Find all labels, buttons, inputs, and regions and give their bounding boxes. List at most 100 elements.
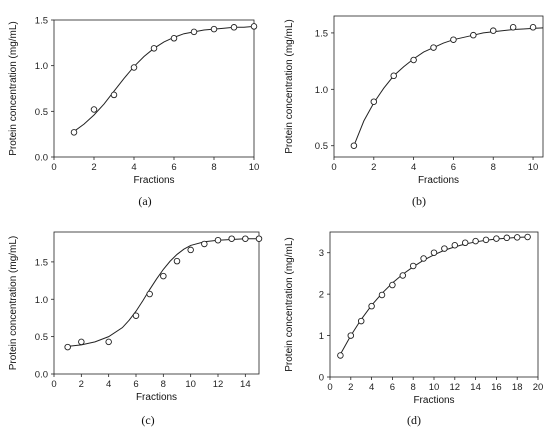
data-point bbox=[482, 236, 490, 244]
x-tick-label: 8 bbox=[211, 162, 216, 173]
data-point bbox=[130, 64, 138, 71]
x-axis-label: Fractions bbox=[133, 175, 174, 186]
x-tick-label: 0 bbox=[51, 379, 56, 390]
x-axis-label: Fractions bbox=[413, 395, 454, 406]
data-point bbox=[347, 332, 355, 339]
x-tick-label: 10 bbox=[249, 162, 260, 173]
plot-frame bbox=[333, 15, 544, 158]
y-tick-label: 0.0 bbox=[35, 370, 48, 381]
data-point bbox=[214, 236, 222, 244]
data-point bbox=[150, 45, 158, 52]
y-tick-label: 1.0 bbox=[315, 85, 328, 96]
panel-caption: (b) bbox=[412, 194, 426, 208]
data-point bbox=[370, 98, 378, 105]
data-point bbox=[357, 317, 365, 325]
x-tick-label: 10 bbox=[185, 379, 196, 390]
x-axis-label: Fractions bbox=[418, 175, 459, 186]
data-point bbox=[146, 290, 153, 298]
data-point bbox=[242, 235, 249, 242]
data-point bbox=[250, 23, 258, 30]
y-tick-label: 0 bbox=[319, 373, 324, 384]
x-tick-label: 8 bbox=[411, 382, 416, 393]
y-tick-label: 0.5 bbox=[315, 141, 328, 152]
x-tick-label: 12 bbox=[213, 379, 224, 390]
data-point bbox=[255, 235, 263, 242]
y-axis-label: Protein concentration (mg/mL) bbox=[284, 237, 295, 372]
data-point bbox=[190, 28, 198, 36]
x-tick-label: 0 bbox=[331, 162, 336, 173]
data-point bbox=[210, 25, 218, 33]
data-point bbox=[509, 24, 517, 31]
panel-caption: (a) bbox=[138, 194, 151, 208]
x-tick-label: 2 bbox=[79, 379, 84, 390]
x-tick-label: 10 bbox=[528, 162, 539, 173]
panel-caption: (c) bbox=[141, 413, 154, 427]
x-tick-label: 4 bbox=[106, 379, 111, 390]
x-tick-label: 2 bbox=[371, 162, 376, 173]
y-tick-label: 1.5 bbox=[35, 257, 48, 268]
panel-caption: (d) bbox=[407, 413, 421, 427]
data-point bbox=[170, 35, 178, 42]
fit-curve bbox=[67, 238, 259, 347]
data-point bbox=[493, 235, 500, 242]
data-point bbox=[503, 234, 511, 242]
data-point bbox=[441, 245, 448, 252]
x-tick-label: 2 bbox=[91, 162, 96, 173]
y-tick-label: 1.5 bbox=[35, 16, 48, 27]
x-tick-label: 4 bbox=[131, 162, 136, 173]
y-tick-label: 1.0 bbox=[35, 61, 48, 72]
chart-panel-c: 0 2 4 6 8 10 12 14 0.0 0.5 1.0 1.5 Fractions Protein … bbox=[8, 231, 263, 427]
y-tick-label: 1.0 bbox=[35, 295, 48, 306]
data-point bbox=[472, 237, 479, 245]
data-point bbox=[430, 44, 437, 51]
data-point bbox=[524, 233, 531, 241]
data-point bbox=[451, 242, 459, 249]
fit-curve bbox=[353, 27, 544, 146]
y-tick-label: 0.5 bbox=[35, 332, 48, 343]
data-point bbox=[187, 246, 194, 254]
x-tick-label: 0 bbox=[327, 382, 332, 393]
y-tick-label: 0.5 bbox=[35, 107, 48, 118]
data-point bbox=[390, 72, 397, 80]
x-tick-label: 12 bbox=[450, 382, 461, 393]
x-tick-label: 14 bbox=[240, 379, 251, 390]
y-tick-label: 1.5 bbox=[315, 28, 328, 39]
data-point bbox=[461, 239, 469, 247]
chart-panel-a: 0 2 4 6 8 10 0.0 0.5 1.0 1.5 Fractions Protein conc… bbox=[8, 16, 259, 209]
x-tick-label: 4 bbox=[411, 162, 416, 173]
data-point bbox=[228, 235, 235, 242]
data-point bbox=[70, 129, 78, 136]
data-point bbox=[389, 281, 396, 289]
data-point bbox=[350, 142, 358, 149]
x-tick-label: 8 bbox=[161, 379, 166, 390]
data-point bbox=[132, 312, 140, 319]
data-point bbox=[64, 343, 71, 351]
x-tick-label: 8 bbox=[491, 162, 496, 173]
data-point bbox=[105, 338, 112, 346]
data-point bbox=[160, 272, 167, 280]
x-tick-label: 14 bbox=[470, 382, 481, 393]
x-tick-label: 2 bbox=[348, 382, 353, 393]
y-tick-label: 2 bbox=[319, 290, 324, 301]
data-point bbox=[529, 24, 537, 31]
data-point bbox=[450, 36, 457, 43]
data-point bbox=[378, 291, 386, 299]
data-point bbox=[420, 255, 427, 262]
data-point bbox=[337, 352, 344, 359]
x-tick-label: 0 bbox=[51, 162, 56, 173]
x-tick-label: 20 bbox=[533, 382, 544, 393]
chart-panel-b: 0 2 4 6 8 10 0.5 1.0 1.5 Fractions Protein concent… bbox=[284, 15, 544, 208]
x-tick-label: 10 bbox=[429, 382, 440, 393]
data-point bbox=[78, 338, 85, 346]
y-tick-label: 3 bbox=[319, 248, 324, 259]
plot-frame bbox=[53, 231, 260, 375]
x-axis-label: Fractions bbox=[136, 392, 177, 403]
y-tick-label: 1 bbox=[319, 331, 324, 342]
data-point bbox=[430, 249, 438, 256]
data-point bbox=[90, 106, 98, 113]
data-point bbox=[470, 31, 477, 39]
y-axis-label: Protein concentration (mg/mL) bbox=[8, 236, 19, 371]
x-tick-label: 6 bbox=[133, 379, 138, 390]
